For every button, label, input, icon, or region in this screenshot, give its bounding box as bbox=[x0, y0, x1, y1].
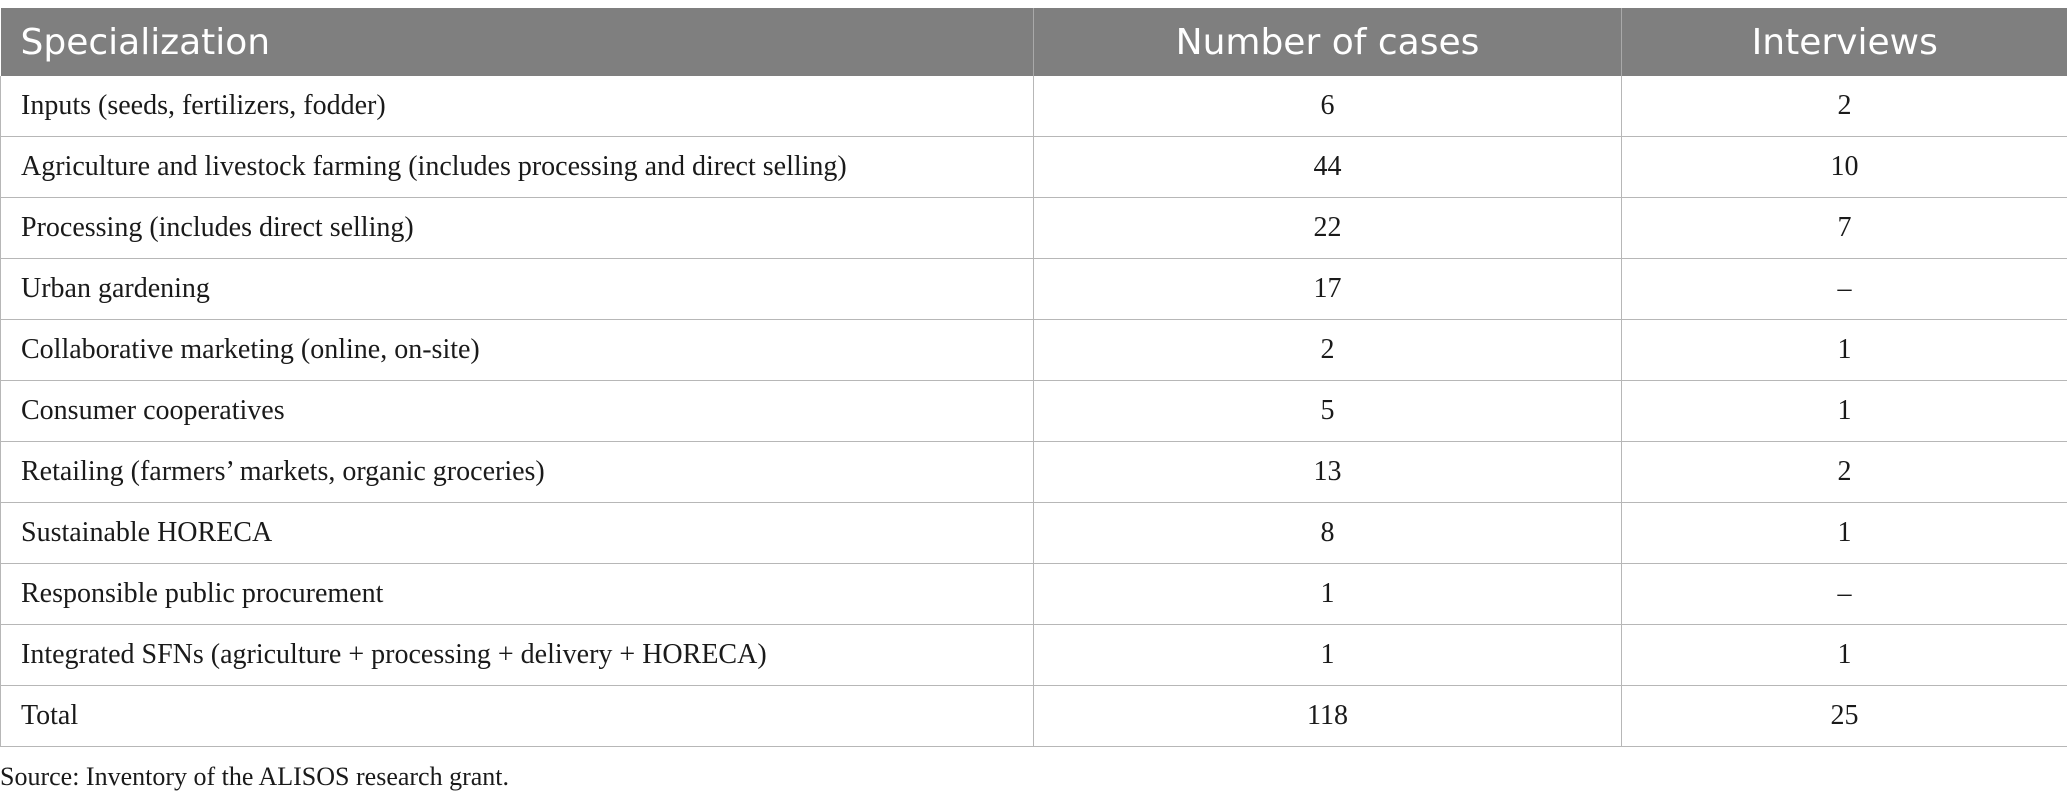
cell-specialization: Integrated SFNs (agriculture + processin… bbox=[0, 624, 1034, 686]
cell-number-of-cases: 1 bbox=[1033, 563, 1622, 625]
table-header: Specialization Number of cases Interview… bbox=[0, 8, 2067, 76]
table-row: Sustainable HORECA 8 1 bbox=[0, 502, 2067, 564]
table-body: Inputs (seeds, fertilizers, fodder) 6 2 Agr… bbox=[0, 76, 2067, 747]
cell-specialization: Sustainable HORECA bbox=[0, 502, 1034, 564]
source-note: Source: Inventory of the ALISOS research… bbox=[0, 762, 510, 791]
cell-specialization: Agriculture and livestock farming (inclu… bbox=[0, 136, 1034, 198]
cell-interviews: 7 bbox=[1621, 197, 2067, 259]
cell-interviews: 1 bbox=[1621, 319, 2067, 381]
cell-interviews: – bbox=[1621, 563, 2067, 625]
cell-specialization: Urban gardening bbox=[0, 258, 1034, 320]
cell-specialization: Collaborative marketing (online, on-site… bbox=[0, 319, 1034, 381]
cell-number-of-cases: 22 bbox=[1033, 197, 1622, 259]
cell-number-of-cases: 8 bbox=[1033, 502, 1622, 564]
cell-interviews: 2 bbox=[1621, 441, 2067, 503]
cell-specialization: Consumer cooperatives bbox=[0, 380, 1034, 442]
cell-specialization: Responsible public procurement bbox=[0, 563, 1034, 625]
header-interviews: Interviews bbox=[1621, 8, 2067, 76]
cell-number-of-cases: 17 bbox=[1033, 258, 1622, 320]
cell-number-of-cases: 1 bbox=[1033, 624, 1622, 686]
table-row: Responsible public procurement 1– bbox=[0, 563, 2067, 625]
cell-interviews: – bbox=[1621, 258, 2067, 320]
header-specialization: Specialization bbox=[0, 8, 1034, 76]
cell-number-of-cases: 44 bbox=[1033, 136, 1622, 198]
cell-number-of-cases: 2 bbox=[1033, 319, 1622, 381]
cell-number-of-cases: 6 bbox=[1033, 76, 1622, 137]
cell-interviews: 2 bbox=[1621, 76, 2067, 137]
cell-number-of-cases: 13 bbox=[1033, 441, 1622, 503]
cell-number-of-cases: 118 bbox=[1033, 685, 1622, 747]
table-row: Retailing (farmers’ markets, organic gro… bbox=[0, 441, 2067, 503]
specialization-table: Specialization Number of cases Interview… bbox=[0, 8, 2067, 747]
table-row: Inputs (seeds, fertilizers, fodder) 6 2 bbox=[0, 76, 2067, 137]
table-row: Total 118 25 bbox=[0, 685, 2067, 747]
cell-interviews: 1 bbox=[1621, 502, 2067, 564]
data-table-container: Specialization Number of cases Interview… bbox=[0, 8, 2067, 747]
header-number-of-cases: Number of cases bbox=[1033, 8, 1622, 76]
cell-specialization: Processing (includes direct selling) bbox=[0, 197, 1034, 259]
table-row: Consumer cooperatives 5 1 bbox=[0, 380, 2067, 442]
table-row: Urban gardening 17– bbox=[0, 258, 2067, 320]
table-row: Agriculture and livestock farming (inclu… bbox=[0, 136, 2067, 198]
table-row: Integrated SFNs (agriculture + processin… bbox=[0, 624, 2067, 686]
cell-interviews: 25 bbox=[1621, 685, 2067, 747]
cell-interviews: 1 bbox=[1621, 380, 2067, 442]
cell-interviews: 1 bbox=[1621, 624, 2067, 686]
cell-specialization: Total bbox=[0, 685, 1034, 747]
header-row: Specialization Number of cases Interview… bbox=[0, 8, 2067, 76]
table-row: Collaborative marketing (online, on-site… bbox=[0, 319, 2067, 381]
cell-interviews: 10 bbox=[1621, 136, 2067, 198]
cell-specialization: Retailing (farmers’ markets, organic gro… bbox=[0, 441, 1034, 503]
cell-number-of-cases: 5 bbox=[1033, 380, 1622, 442]
cell-specialization: Inputs (seeds, fertilizers, fodder) bbox=[0, 76, 1034, 137]
table-row: Processing (includes direct selling) 22 7 bbox=[0, 197, 2067, 259]
